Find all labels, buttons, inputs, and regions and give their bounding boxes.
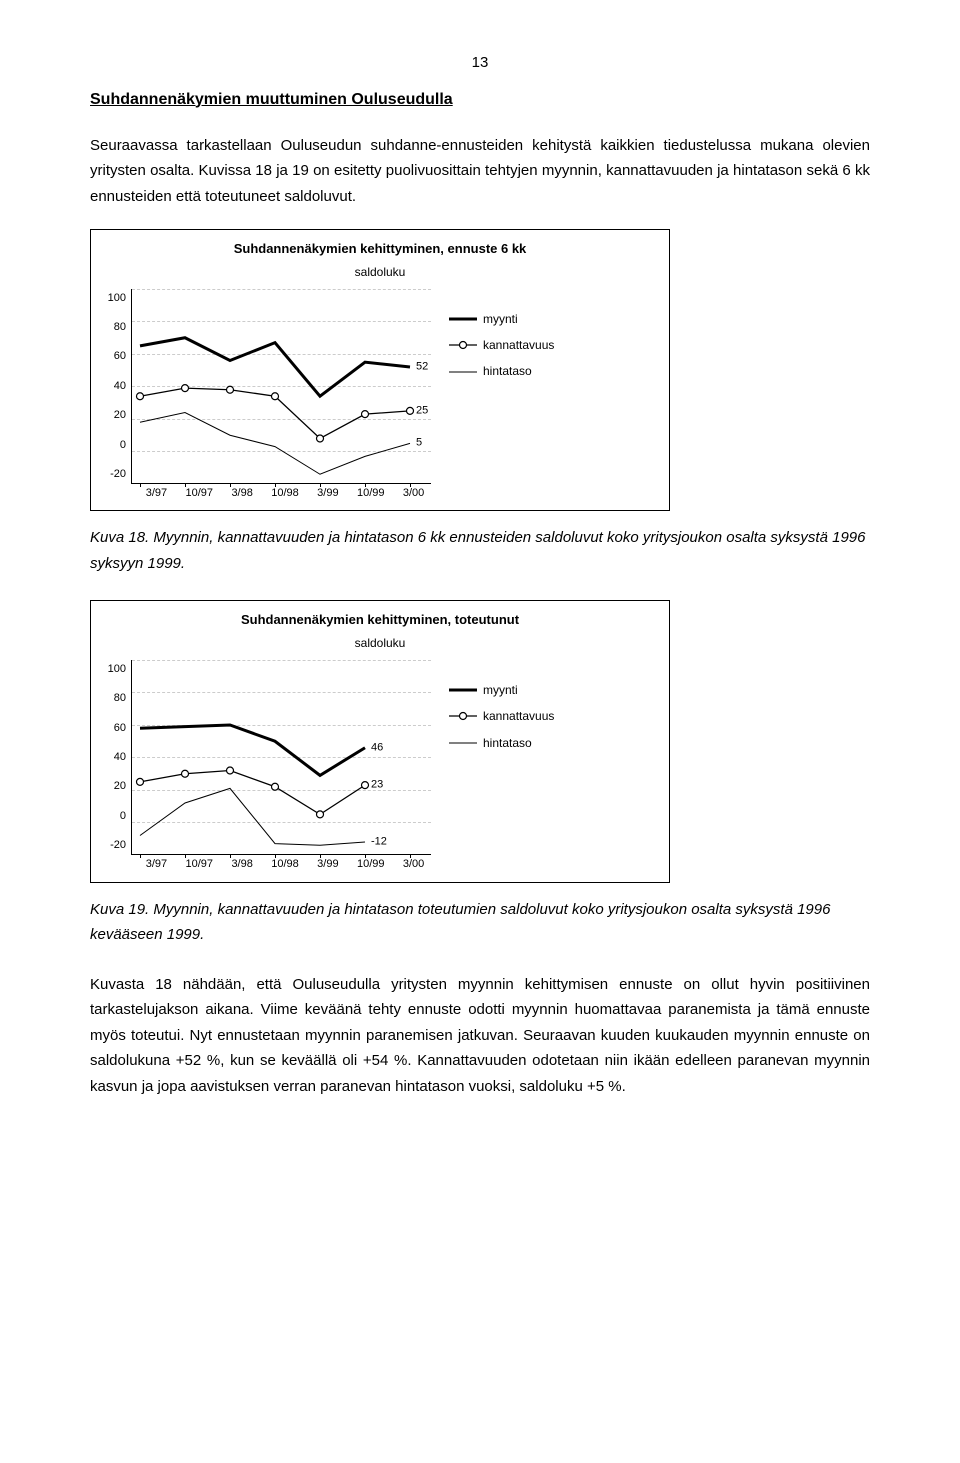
chart-19-legend: myynti kannattavuus hintataso bbox=[449, 680, 554, 759]
chart-19-subtitle: saldoluku bbox=[103, 633, 657, 653]
chart-18-legend: myynti kannattavuus hintataso bbox=[449, 309, 554, 388]
chart-18-plot: 52255 bbox=[131, 289, 431, 484]
legend-label: kannattavuus bbox=[483, 706, 554, 726]
legend-label: kannattavuus bbox=[483, 335, 554, 355]
chart-19-xaxis: 3/9710/973/9810/983/9910/993/00 bbox=[135, 855, 435, 874]
legend-line-icon bbox=[449, 367, 477, 377]
legend-hintataso: hintataso bbox=[449, 361, 554, 381]
legend-kannattavuus: kannattavuus bbox=[449, 706, 554, 726]
legend-marker-icon bbox=[449, 340, 477, 350]
page-number: 13 bbox=[90, 50, 870, 76]
chart-19-title: Suhdannenäkymien kehittyminen, toteutunu… bbox=[103, 609, 657, 631]
chart-19-plot: 4623-12 bbox=[131, 660, 431, 855]
intro-paragraph: Seuraavassa tarkastellaan Ouluseudun suh… bbox=[90, 133, 870, 210]
legend-marker-icon bbox=[449, 711, 477, 721]
legend-myynti: myynti bbox=[449, 680, 554, 700]
legend-label: myynti bbox=[483, 680, 518, 700]
chart-18: Suhdannenäkymien kehittyminen, ennuste 6… bbox=[90, 229, 670, 511]
legend-line-icon bbox=[449, 685, 477, 695]
chart-18-caption: Kuva 18. Myynnin, kannattavuuden ja hint… bbox=[90, 525, 870, 576]
legend-label: hintataso bbox=[483, 733, 532, 753]
legend-kannattavuus: kannattavuus bbox=[449, 335, 554, 355]
legend-line-icon bbox=[449, 314, 477, 324]
legend-hintataso: hintataso bbox=[449, 733, 554, 753]
chart-19-caption: Kuva 19. Myynnin, kannattavuuden ja hint… bbox=[90, 897, 870, 948]
legend-label: myynti bbox=[483, 309, 518, 329]
closing-paragraph: Kuvasta 18 nähdään, että Ouluseudulla yr… bbox=[90, 972, 870, 1100]
chart-18-yaxis: 100806040200-20 bbox=[103, 289, 131, 484]
chart-18-subtitle: saldoluku bbox=[103, 262, 657, 282]
legend-label: hintataso bbox=[483, 361, 532, 381]
chart-19-yaxis: 100806040200-20 bbox=[103, 660, 131, 855]
legend-line-icon bbox=[449, 738, 477, 748]
section-heading: Suhdannenäkymien muuttuminen Ouluseudull… bbox=[90, 86, 870, 113]
legend-myynti: myynti bbox=[449, 309, 554, 329]
chart-18-title: Suhdannenäkymien kehittyminen, ennuste 6… bbox=[103, 238, 657, 260]
chart-19: Suhdannenäkymien kehittyminen, toteutunu… bbox=[90, 600, 670, 882]
chart-18-xaxis: 3/9710/973/9810/983/9910/993/00 bbox=[135, 484, 435, 503]
